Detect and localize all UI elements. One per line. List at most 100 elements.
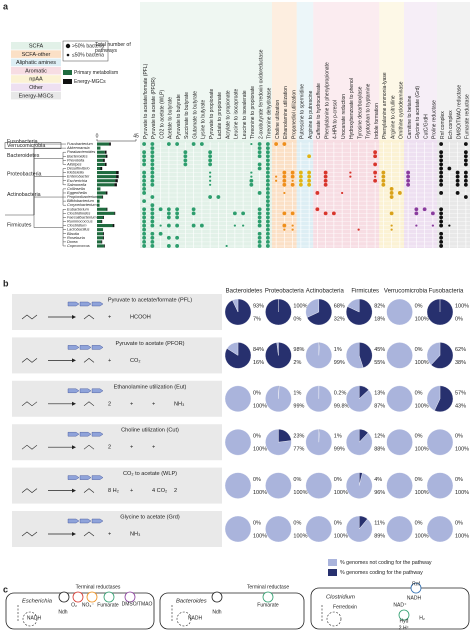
gene-arrow	[91, 301, 104, 307]
pie-label: 100%	[334, 490, 348, 496]
dot	[191, 207, 196, 212]
dot	[158, 231, 163, 236]
pie-slice	[224, 385, 252, 412]
dot	[389, 191, 394, 195]
bar-energy	[103, 158, 105, 162]
reaction-token: HCOOH	[130, 314, 151, 320]
category-legend-swatch	[11, 75, 61, 83]
pie-slice	[386, 429, 413, 456]
protein	[211, 591, 223, 603]
cell-label: Ferredoxin	[333, 604, 357, 610]
category-legend-label: SCFA	[29, 43, 44, 49]
dot	[150, 239, 155, 244]
protein	[398, 609, 410, 621]
pie-slice	[278, 429, 292, 443]
pie-label: 100%	[455, 303, 469, 309]
dot	[422, 207, 427, 212]
category-legend-swatch	[11, 50, 61, 58]
pie-label: 100%	[415, 490, 429, 496]
bar-energy	[104, 150, 107, 154]
pie-label: 0%	[455, 520, 463, 526]
bar-primary	[97, 236, 104, 240]
cycle	[326, 611, 342, 627]
pie-label: 100%	[293, 490, 307, 496]
taxon-label: Fusobacterium	[67, 141, 93, 146]
phylum-label: Proteobacteria	[7, 172, 42, 178]
pie-slice	[346, 472, 373, 499]
column-label: Arginine to citrulline	[390, 95, 396, 139]
dot	[175, 244, 180, 248]
column-label: Lysine to butyrate	[201, 99, 207, 139]
bar-primary	[97, 171, 117, 175]
pathway-box	[12, 380, 222, 417]
dot	[150, 182, 155, 187]
column-label: Ech complex	[448, 110, 454, 139]
pie-label: 100%	[253, 403, 267, 409]
bar-primary	[97, 203, 100, 207]
dot	[275, 179, 278, 182]
bar-energy	[109, 142, 111, 146]
dot	[315, 207, 320, 212]
pie-slice	[305, 472, 332, 499]
pie-label: 0%	[455, 477, 463, 483]
column-label: Caffeate to hydrocaffeate	[316, 83, 322, 139]
dot	[282, 178, 287, 183]
group-band	[404, 140, 437, 248]
pie-label: 99%	[334, 360, 345, 366]
column-label: Glycine to acetate (Grd)	[415, 86, 421, 139]
dot	[150, 231, 155, 236]
dot	[142, 182, 147, 187]
dot	[166, 244, 171, 248]
dot	[159, 224, 162, 227]
dot	[373, 170, 378, 175]
dot	[290, 182, 295, 187]
column-label: Ethanolamine utilization	[283, 86, 289, 139]
reaction-token: 2	[108, 401, 111, 407]
dot	[150, 170, 155, 175]
dot	[406, 182, 411, 187]
dot	[142, 235, 147, 240]
dot	[439, 162, 444, 167]
pie-label: 0%	[253, 390, 261, 396]
phylum-box	[4, 142, 62, 149]
dot	[150, 235, 155, 240]
pie-label: 55%	[374, 360, 385, 366]
dot-legend-label: ≤50% bacteria	[72, 52, 104, 58]
dot	[142, 142, 147, 146]
pie-slice	[265, 515, 292, 543]
pie-slice	[434, 385, 454, 412]
reaction-arrowhead	[72, 532, 76, 536]
dot	[448, 224, 451, 227]
dot	[150, 203, 155, 208]
dot	[257, 150, 262, 155]
bar-primary	[97, 232, 104, 236]
dot	[265, 207, 270, 212]
dot	[142, 219, 147, 224]
pie-slice	[305, 342, 332, 369]
dot	[191, 223, 196, 228]
pie-slice	[386, 298, 413, 326]
molecule	[21, 444, 38, 450]
cell-label: NADH	[188, 615, 203, 621]
dot	[315, 191, 320, 195]
dot	[208, 158, 213, 163]
pie-slice	[232, 298, 239, 313]
dot	[455, 191, 460, 195]
cell-label: 2 H⁺	[399, 625, 410, 631]
dot	[455, 170, 460, 175]
bar-primary	[97, 199, 100, 203]
panel-label: b	[3, 278, 9, 288]
dot	[274, 142, 279, 146]
bar-primary	[97, 158, 104, 162]
dot	[208, 154, 213, 159]
column-label: Putrescine to spermidine	[300, 84, 306, 139]
column-label: Fumarate reductase	[465, 94, 471, 139]
pie-slice	[224, 472, 252, 499]
pie-label: 32%	[334, 316, 345, 322]
taxon-label: Roseburia	[67, 235, 86, 240]
pie-slice	[426, 342, 441, 366]
dot	[323, 182, 328, 187]
dot	[257, 244, 262, 248]
taxon-label: Propionibacterium	[67, 194, 99, 199]
dot	[265, 231, 270, 236]
